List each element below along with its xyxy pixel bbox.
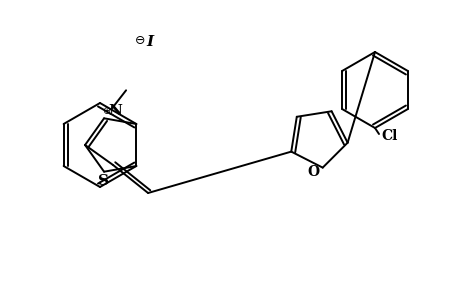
Text: Cl: Cl (380, 129, 397, 143)
Text: S: S (97, 174, 108, 188)
Text: $\oplus$: $\oplus$ (102, 105, 112, 116)
Text: I: I (146, 35, 153, 49)
Text: N: N (108, 104, 122, 118)
Text: $\ominus$: $\ominus$ (134, 34, 146, 46)
Text: O: O (307, 165, 319, 178)
